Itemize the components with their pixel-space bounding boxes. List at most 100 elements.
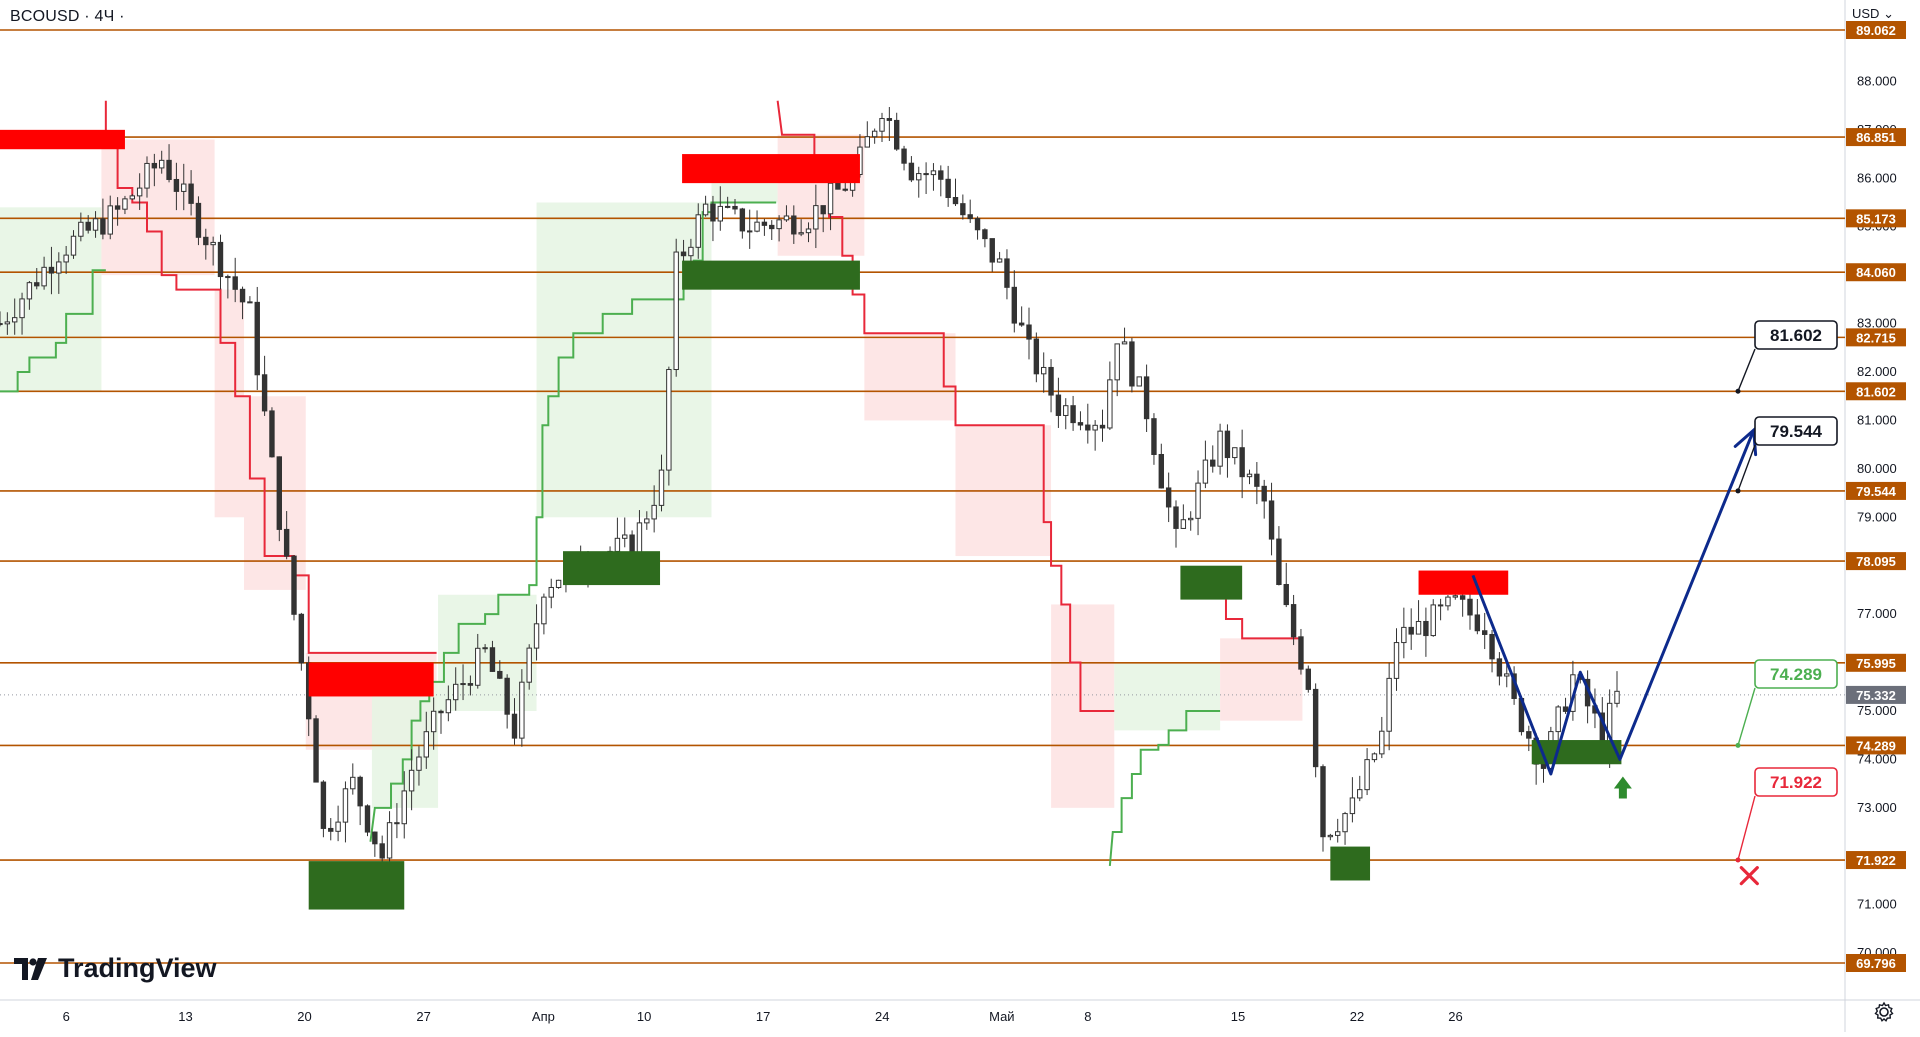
level-price-tag-text: 75.995 (1856, 656, 1896, 671)
candle-body (1063, 405, 1069, 416)
candle-body (1004, 258, 1010, 288)
candle-body (1467, 598, 1473, 616)
trail-shade-up (777, 134, 865, 256)
candle-body (1188, 517, 1194, 521)
candle-body (342, 788, 349, 823)
candle-body (1386, 677, 1392, 732)
candle-body (1437, 604, 1444, 607)
time-tick-label: 15 (1231, 1009, 1245, 1024)
trail-shade-up (214, 289, 245, 518)
candle-body (702, 203, 709, 216)
candle-body (460, 683, 466, 686)
candle-body (1026, 324, 1032, 340)
candle-body (1357, 789, 1363, 799)
candle-body (232, 276, 238, 290)
candle-body (357, 776, 363, 807)
candle-body (92, 218, 99, 231)
candle-body (1283, 583, 1289, 606)
trail-shade-down (536, 202, 712, 518)
candle-body (445, 699, 452, 714)
candle-body (1335, 831, 1341, 836)
candle-body (747, 230, 753, 233)
candle-body (1401, 626, 1407, 644)
candle-body (1217, 430, 1223, 467)
target-label-box (1754, 767, 1838, 797)
target-label-text: 74.289 (1770, 665, 1822, 684)
candle-body (996, 258, 1003, 263)
candle-body (1261, 485, 1267, 502)
candle-body (1018, 322, 1025, 326)
tradingview-logo[interactable]: TradingView (14, 953, 217, 984)
candle-body (511, 713, 518, 739)
candle-body (989, 238, 995, 263)
candle-body (48, 266, 55, 274)
level-price-tag (1846, 209, 1906, 228)
candle-body (1092, 424, 1098, 431)
target-label-text: 71.922 (1770, 773, 1822, 792)
candle-body (1077, 422, 1084, 426)
price-tick-label: 71.000 (1857, 897, 1897, 912)
candle-body (783, 215, 790, 221)
target-label-box (1754, 416, 1838, 446)
candle-body (1393, 642, 1400, 679)
level-price-tag-text: 69.796 (1856, 956, 1896, 971)
trailing-stop-support (0, 269, 106, 393)
settings-button[interactable] (1872, 1000, 1896, 1024)
candle-body (805, 228, 812, 234)
level-price-tag (1846, 954, 1906, 972)
candle-body (871, 130, 878, 138)
candle-body (173, 178, 180, 192)
candle-body (1121, 341, 1128, 345)
candle-body (269, 410, 275, 458)
price-tick-label: 73.000 (1857, 800, 1897, 815)
trail-shade-down (0, 207, 102, 392)
candle-body (34, 282, 40, 287)
candle-body (982, 229, 988, 240)
level-price-tag (1846, 21, 1906, 39)
level-price-tag-text: 85.173 (1856, 211, 1896, 226)
level-price-tag-text: 89.062 (1856, 23, 1896, 38)
price-tick-label: 83.000 (1857, 316, 1897, 331)
candle-body (1342, 813, 1348, 833)
candle-body (166, 159, 172, 180)
symbol-title[interactable]: BCOUSD · 4Ч · (10, 8, 125, 25)
resistance-zone (682, 154, 860, 184)
candle-body (1526, 731, 1532, 739)
candle-body (430, 710, 437, 733)
candle-body (313, 718, 319, 783)
level-price-tag (1846, 653, 1906, 672)
candle-body (401, 790, 407, 825)
candle-body (1151, 418, 1157, 455)
price-tick-label: 75.000 (1857, 703, 1897, 718)
candle-body (666, 369, 672, 471)
candle-body (482, 647, 488, 650)
candle-body (688, 246, 694, 257)
candle-body (1143, 376, 1150, 420)
currency-select[interactable]: USD ⌄ (1852, 6, 1894, 22)
level-price-tag (1846, 263, 1906, 282)
last-price-tag (1846, 685, 1906, 704)
time-tick-label: 8 (1084, 1009, 1091, 1024)
candle-body (1202, 459, 1209, 484)
candle-body (974, 218, 981, 231)
price-tick-label: 74.000 (1857, 751, 1897, 766)
candle-body (4, 321, 11, 325)
candle-body (798, 232, 804, 235)
candle-body (1224, 430, 1231, 459)
target-label-text: 81.602 (1770, 326, 1822, 345)
candle-body (1320, 766, 1326, 838)
candle-body (724, 205, 731, 208)
target-label-box (1754, 659, 1838, 689)
candle-body (923, 173, 929, 176)
candle-body (188, 183, 194, 204)
candle-body (261, 374, 268, 412)
candle-body (894, 119, 900, 150)
candle-body (107, 205, 113, 235)
level-price-tag-text: 79.544 (1856, 484, 1897, 499)
candle-body (901, 148, 907, 164)
trail-shade-down (1114, 662, 1221, 731)
buy-signal-arrow-icon (1613, 776, 1632, 799)
candle-body (217, 241, 224, 278)
candle-body (864, 136, 870, 148)
